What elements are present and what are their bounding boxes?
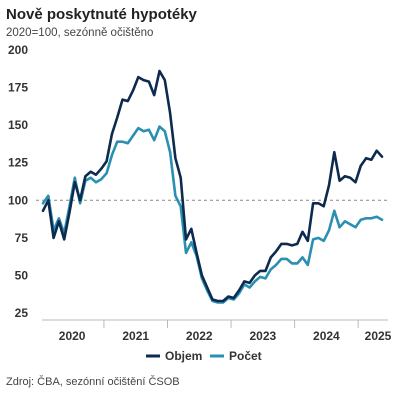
y-tick-label: 175 <box>8 81 28 95</box>
y-axis: 25 50 75 100 125 150 175 200 <box>8 43 28 320</box>
x-tick-label: 2020 <box>59 329 86 343</box>
x-tick-label: 2021 <box>122 329 149 343</box>
series-line-pocet <box>41 125 384 304</box>
y-tick-label: 75 <box>15 231 29 245</box>
y-tick-label: 125 <box>8 156 28 170</box>
x-tick-label: 2024 <box>313 329 340 343</box>
legend-label-pocet: Počet <box>229 349 262 363</box>
y-tick-label: 200 <box>8 43 28 57</box>
x-tick-label: 2023 <box>249 329 276 343</box>
x-axis: 2020 2021 2022 2023 2024 2025 <box>42 319 392 343</box>
chart-subtitle: 2020=100, sezónně očištěno <box>6 27 154 39</box>
series-lines <box>41 69 384 304</box>
y-tick-label: 150 <box>8 118 28 132</box>
source-note: Zdroj: ČBA, sezónní očištění ČSOB <box>6 376 180 388</box>
y-tick-label: 100 <box>8 193 28 207</box>
series-line-objem <box>41 69 384 303</box>
x-tick-label: 2025 <box>365 329 392 343</box>
x-tick-label: 2022 <box>186 329 213 343</box>
chart-title: Nově poskytnuté hypotéky <box>6 6 197 23</box>
y-tick-label: 25 <box>15 306 29 320</box>
legend-label-objem: Objem <box>165 349 202 363</box>
y-tick-label: 50 <box>15 268 29 282</box>
legend: Objem Počet <box>146 349 262 363</box>
